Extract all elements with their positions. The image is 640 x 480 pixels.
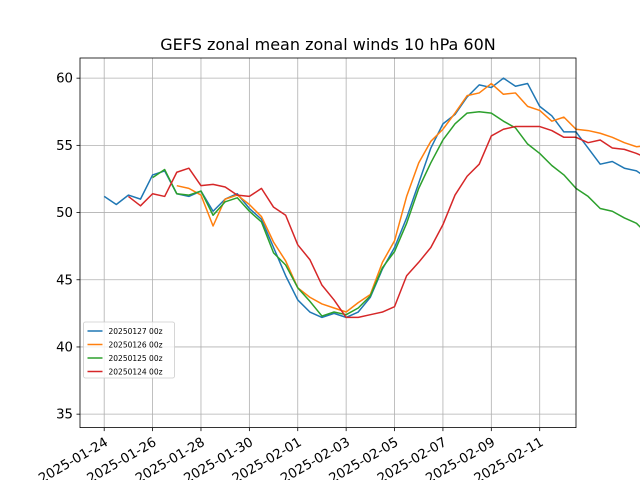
y-tick-label: 45 xyxy=(56,273,73,288)
legend: 20250127 00z 20250126 00z 20250125 00z 2025… xyxy=(83,321,175,379)
legend-label: 20250124 00z xyxy=(109,367,163,376)
legend-box xyxy=(83,321,175,379)
legend-label: 20250127 00z xyxy=(109,327,163,336)
y-tick-label: 50 xyxy=(56,206,73,221)
plot-frame xyxy=(79,57,577,429)
series-line-1 xyxy=(103,77,640,319)
legend-label: 20250125 00z xyxy=(109,354,163,363)
y-tick-label: 55 xyxy=(56,139,73,154)
plot-lines xyxy=(103,77,640,319)
chart-title: GEFS zonal mean zonal winds 10 hPa 60N xyxy=(160,35,495,54)
grid xyxy=(80,58,576,428)
series-line-4 xyxy=(127,125,640,319)
series-line-3 xyxy=(152,111,640,317)
y-tick-label: 60 xyxy=(56,72,73,87)
series-line-2 xyxy=(176,82,640,313)
legend-label: 20250126 00z xyxy=(109,340,163,349)
y-tick-label: 35 xyxy=(56,408,73,423)
y-tick-label: 40 xyxy=(56,340,73,355)
